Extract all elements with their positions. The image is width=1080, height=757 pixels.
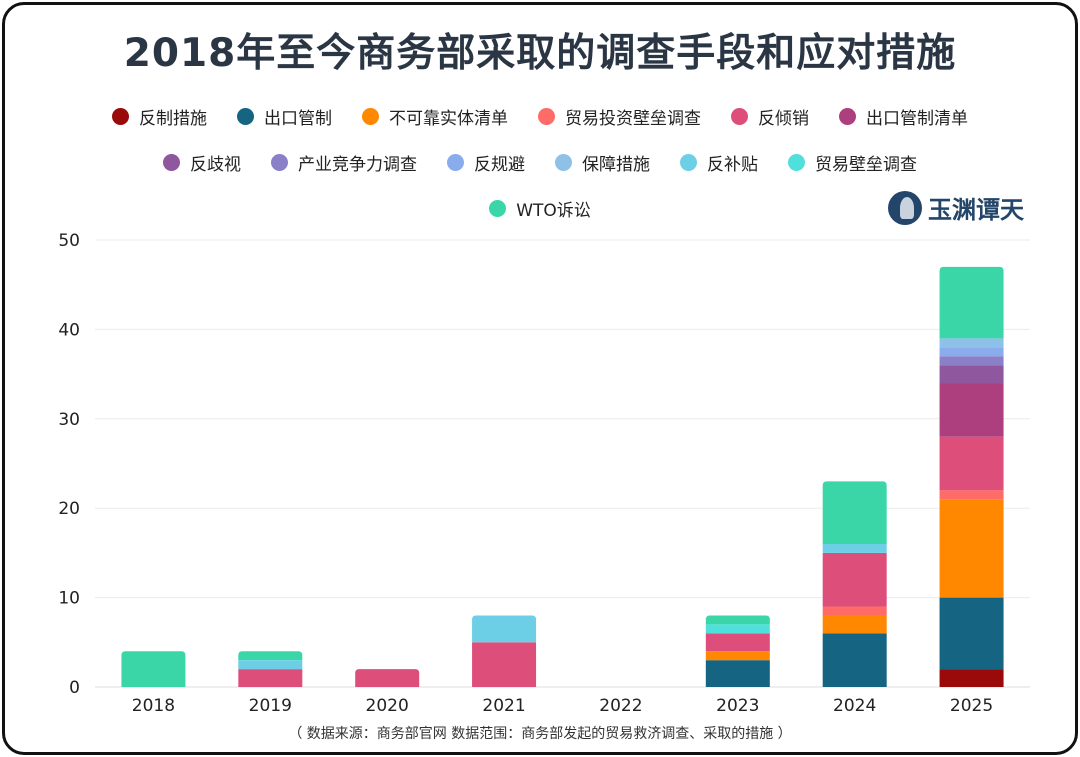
legend-swatch: [538, 108, 555, 125]
x-tick-label: 2025: [950, 696, 993, 716]
legend-item[interactable]: 出口管制清单: [839, 104, 968, 129]
y-tick-label: 20: [58, 499, 80, 519]
x-tick-label: 2018: [132, 696, 175, 716]
legend-row-2: 反歧视 产业竞争力调查 反规避 保障措施 反补贴 贸易壁垒调查: [0, 150, 1080, 175]
bar-segment: [472, 615, 537, 643]
y-tick-label: 50: [58, 231, 80, 251]
legend-item[interactable]: WTO诉讼: [489, 196, 591, 221]
legend-label: WTO诉讼: [516, 201, 591, 221]
legend-swatch: [839, 108, 856, 125]
legend-swatch: [237, 108, 254, 125]
legend-item[interactable]: 保障措施: [555, 150, 650, 175]
logo: 玉渊谭天: [888, 190, 1024, 225]
bar-segment: [939, 436, 1004, 491]
y-tick-label: 30: [58, 410, 80, 430]
legend-item[interactable]: 产业竞争力调查: [271, 150, 417, 175]
bar-segment: [939, 365, 1004, 384]
bar-segment: [939, 266, 1004, 339]
y-tick-label: 40: [58, 320, 80, 340]
legend-item[interactable]: 反制措施: [112, 104, 207, 129]
bar-segment: [939, 356, 1004, 366]
legend-item[interactable]: 贸易投资壁垒调查: [538, 104, 701, 129]
legend-label: 反倾销: [758, 109, 809, 129]
legend-label: 不可靠实体清单: [389, 109, 508, 129]
bar-segment: [822, 543, 887, 553]
legend-swatch: [271, 154, 288, 171]
bar-segment: [939, 597, 1004, 670]
legend-swatch: [555, 154, 572, 171]
y-tick-label: 0: [69, 678, 80, 698]
bar-segment: [822, 606, 887, 616]
legend-swatch: [731, 108, 748, 125]
legend-label: 反补贴: [707, 155, 758, 175]
legend-swatch: [680, 154, 697, 171]
bar-segment: [822, 481, 887, 544]
bar-segment: [822, 633, 887, 687]
legend-swatch: [447, 154, 464, 171]
legend-label: 贸易投资壁垒调查: [565, 109, 701, 129]
x-tick-label: 2022: [599, 696, 642, 716]
legend-item[interactable]: 不可靠实体清单: [362, 104, 508, 129]
legend-label: 反规避: [474, 155, 525, 175]
bar-segment: [822, 615, 887, 634]
bar-segment: [472, 642, 537, 687]
legend-swatch: [362, 108, 379, 125]
bar-segment: [939, 490, 1004, 500]
bar-segment: [939, 383, 1004, 437]
legend-swatch: [163, 154, 180, 171]
legend-item[interactable]: 反倾销: [731, 104, 809, 129]
x-tick-label: 2023: [716, 696, 759, 716]
logo-wave-icon: [888, 190, 922, 225]
x-tick-label: 2020: [366, 696, 409, 716]
legend-swatch: [788, 154, 805, 171]
bar-segment: [705, 660, 770, 687]
legend-swatch: [112, 108, 129, 125]
bar-segment: [939, 338, 1004, 348]
source-note: （ 数据来源：商务部官网 数据范围：商务部发起的贸易救济调查、采取的措施 ）: [288, 726, 792, 742]
x-tick-label: 2019: [249, 696, 292, 716]
legend-row-1: 反制措施 出口管制 不可靠实体清单 贸易投资壁垒调查 反倾销 出口管制清单: [0, 104, 1080, 129]
bar-segment: [939, 669, 1004, 687]
logo-text: 玉渊谭天: [928, 195, 1024, 224]
legend-label: 反制措施: [139, 109, 207, 129]
bar-segment: [238, 651, 303, 661]
bar-segment: [705, 633, 770, 652]
bar-segment: [355, 669, 420, 687]
bar-segment: [238, 660, 303, 670]
legend-item[interactable]: 反歧视: [163, 150, 241, 175]
legend-label: 贸易壁垒调查: [815, 155, 917, 175]
legend-item[interactable]: 反规避: [447, 150, 525, 175]
bar-segment: [939, 347, 1004, 357]
bar-segment: [238, 669, 303, 687]
legend-item[interactable]: 出口管制: [237, 104, 332, 129]
bar-segment: [705, 615, 770, 625]
bar-segment: [705, 624, 770, 634]
chart-title: 2018年至今商务部采取的调查手段和应对措施: [123, 31, 957, 76]
y-tick-label: 10: [58, 589, 80, 609]
legend-label: 产业竞争力调查: [298, 155, 417, 175]
bar-segment: [939, 499, 1004, 598]
legend-row-3: WTO诉讼: [0, 196, 1080, 221]
legend-item[interactable]: 反补贴: [680, 150, 758, 175]
legend-label: 反歧视: [190, 155, 241, 175]
bar-segment: [121, 651, 186, 687]
legend-item[interactable]: 贸易壁垒调查: [788, 150, 917, 175]
legend-swatch: [489, 200, 507, 217]
x-tick-label: 2021: [482, 696, 525, 716]
x-tick-label: 2024: [833, 696, 876, 716]
legend-label: 出口管制清单: [866, 109, 968, 129]
legend-label: 保障措施: [582, 155, 650, 175]
legend-label: 出口管制: [264, 109, 332, 129]
bar-segment: [705, 651, 770, 661]
bar-segment: [822, 552, 887, 607]
